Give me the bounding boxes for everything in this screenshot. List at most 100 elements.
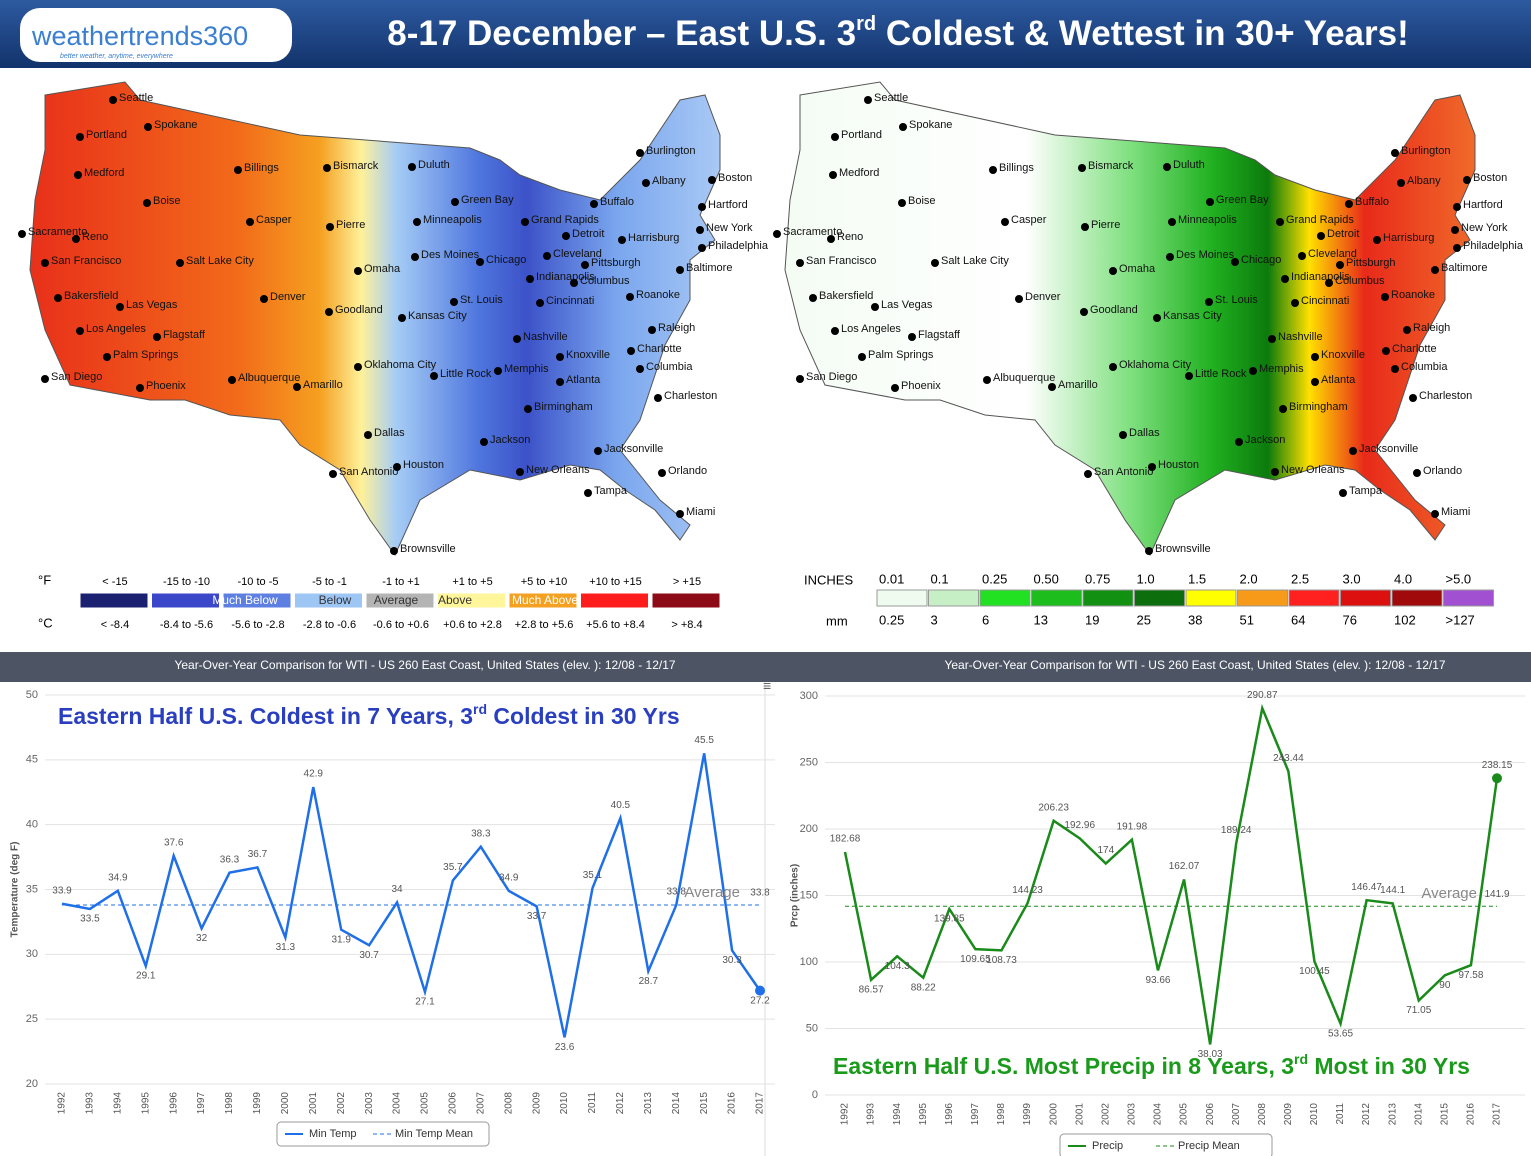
city-label: Sacramento [783, 226, 842, 238]
city-label: Dallas [374, 427, 405, 439]
city-dot [1109, 363, 1117, 371]
city-dot [325, 308, 333, 316]
city-dot [323, 164, 331, 172]
city-dot [41, 259, 49, 267]
city-label: Atlanta [1321, 374, 1356, 386]
x-tick-label: 2012 [1361, 1103, 1372, 1126]
legend-inches: 0.25 [982, 571, 1007, 586]
city-dot [1048, 383, 1056, 391]
city-label: Omaha [1119, 263, 1156, 275]
x-tick-label: 2007 [1231, 1103, 1242, 1126]
city-dot [1453, 203, 1461, 211]
city-label: New York [1461, 222, 1508, 234]
x-tick-label: 1994 [112, 1092, 123, 1115]
city-label: Baltimore [1441, 262, 1487, 274]
city-dot [584, 489, 592, 497]
data-label: 27.1 [415, 997, 435, 1008]
city-dot [1413, 469, 1421, 477]
city-dot [176, 259, 184, 267]
legend-swatch [979, 589, 1031, 607]
legend-range-c: -0.6 to +0.6 [373, 619, 429, 631]
unit-label: INCHES [804, 572, 853, 587]
city-dot [543, 252, 551, 260]
city-label: Charlotte [637, 343, 682, 355]
city-dot [1185, 372, 1193, 380]
legend-class: Above [438, 593, 472, 607]
legend-inches: 1.5 [1188, 571, 1206, 586]
city-dot [393, 463, 401, 471]
city-label: Raleigh [1413, 322, 1450, 334]
data-label: 33.7 [527, 911, 547, 922]
city-dot [1235, 438, 1243, 446]
legend-inches: 4.0 [1394, 571, 1412, 586]
mean-value-label: 141.9 [1484, 889, 1509, 900]
city-label: Brownsville [400, 543, 456, 555]
legend-swatch [580, 592, 649, 609]
y-tick-label: 20 [26, 1078, 38, 1090]
city-dot [1339, 489, 1347, 497]
x-tick-label: 1999 [252, 1092, 263, 1115]
city-dot [1276, 218, 1284, 226]
city-label: Columbus [580, 275, 630, 287]
city-dot [636, 365, 644, 373]
city-dot [516, 468, 524, 476]
city-label: Columbus [1335, 275, 1385, 287]
x-tick-label: 2009 [531, 1092, 542, 1115]
city-label: Casper [256, 214, 292, 226]
city-dot [570, 279, 578, 287]
x-tick-label: 2008 [1257, 1103, 1268, 1126]
data-label: 144.23 [1012, 885, 1043, 896]
city-dot [1281, 275, 1289, 283]
legend-mm: 38 [1188, 612, 1202, 627]
precipitation-map [784, 81, 1476, 556]
legend-range-c: -5.6 to -2.8 [231, 619, 284, 631]
city-label: Goodland [1090, 304, 1138, 316]
city-dot [1279, 405, 1287, 413]
data-label: 31.9 [331, 934, 351, 945]
legend-inches: 0.75 [1085, 571, 1110, 586]
city-dot [1153, 314, 1161, 322]
data-label: 192.96 [1064, 820, 1095, 831]
data-label: 108.73 [986, 955, 1017, 966]
city-label: Baltimore [686, 262, 732, 274]
x-tick-label: 2016 [1466, 1103, 1477, 1126]
legend-range-f: > +15 [673, 576, 701, 588]
y-tick-label: 50 [806, 1022, 818, 1034]
city-dot [1345, 200, 1353, 208]
data-label: 42.9 [304, 769, 324, 780]
city-label: Jackson [490, 434, 530, 446]
legend-class: Below [319, 593, 352, 607]
city-label: Las Vegas [126, 299, 178, 311]
unit-label: °C [38, 615, 53, 630]
legend-inches: 2.0 [1240, 571, 1258, 586]
data-label: 139.85 [934, 914, 965, 925]
city-label: Charleston [1419, 390, 1472, 402]
data-label: 86.57 [859, 985, 884, 996]
city-dot [41, 375, 49, 383]
city-dot [1168, 218, 1176, 226]
x-tick-label: 2013 [643, 1092, 654, 1115]
y-tick-label: 200 [800, 823, 818, 835]
city-label: Denver [1025, 291, 1061, 303]
city-dot [234, 166, 242, 174]
x-tick-label: 2007 [475, 1092, 486, 1115]
city-label: Boston [718, 172, 752, 184]
city-dot [430, 372, 438, 380]
x-tick-label: 2008 [503, 1092, 514, 1115]
text-part: 8-17 December – East U.S. 3 [387, 14, 856, 53]
data-label: 36.3 [220, 854, 240, 865]
data-label: 28.7 [639, 976, 659, 987]
data-label: 97.58 [1458, 970, 1483, 981]
city-label: Jackson [1245, 434, 1285, 446]
legend-mm: 102 [1394, 612, 1416, 627]
city-label: Columbia [1401, 361, 1448, 373]
legend-swatch [1340, 589, 1391, 607]
city-label: Burlington [646, 145, 696, 157]
x-tick-label: 2005 [420, 1092, 431, 1115]
city-dot [698, 203, 706, 211]
text-part: Coldest in 30 Yrs [487, 703, 680, 729]
city-label: San Francisco [806, 255, 876, 267]
legend-range-c: -2.8 to -0.6 [303, 619, 356, 631]
city-dot [864, 96, 872, 104]
city-dot [476, 258, 484, 266]
